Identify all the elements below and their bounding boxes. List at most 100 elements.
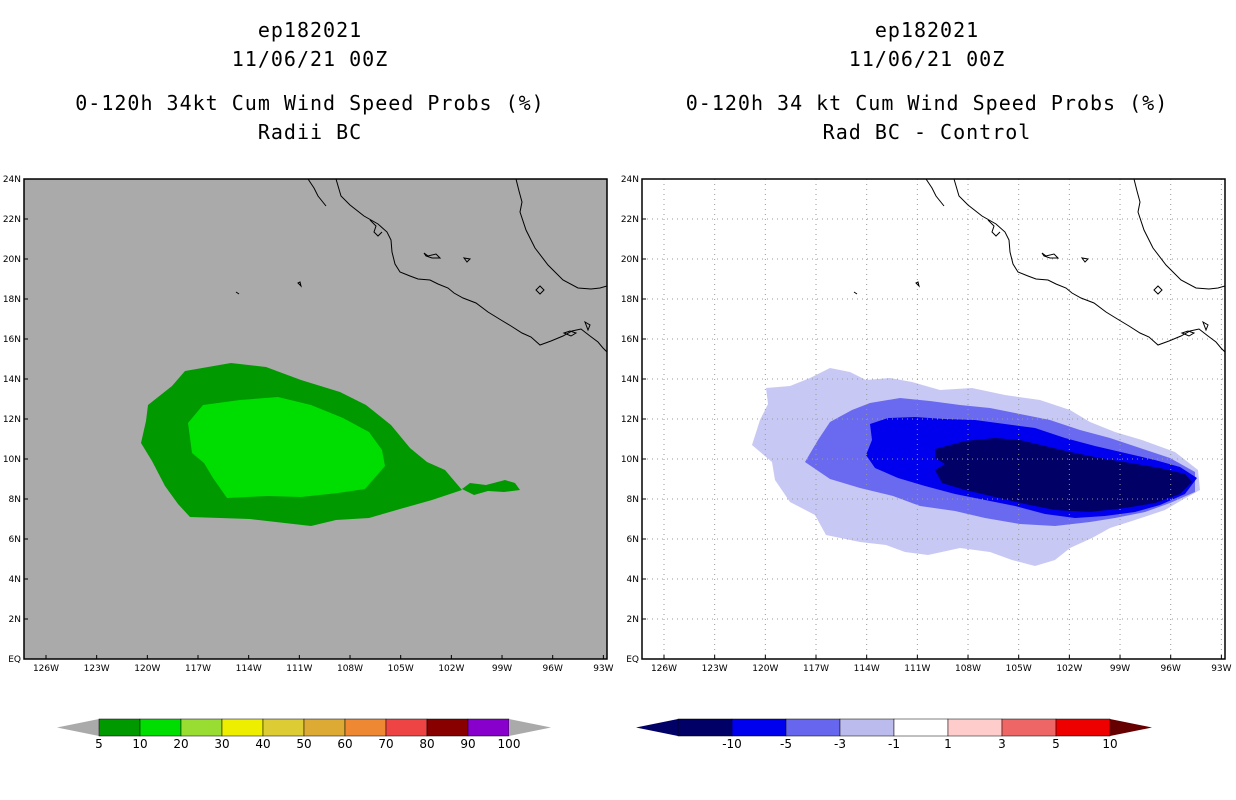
right-colorbar-label: 5 bbox=[1052, 737, 1060, 751]
left-colorbar-segment bbox=[385, 718, 428, 737]
left-colorbar-label: 20 bbox=[173, 737, 188, 751]
left-colorbar-low-extend bbox=[57, 719, 99, 736]
left-lat-tick-label: 12N bbox=[3, 415, 21, 425]
right-colorbar-segment bbox=[947, 718, 1003, 737]
left-lat-tick-label: 8N bbox=[9, 495, 21, 505]
left-contour-tail bbox=[462, 480, 520, 495]
left-colorbar-segment bbox=[426, 718, 469, 737]
left-lon-tick-label: 111W bbox=[286, 664, 312, 674]
right-lat-tick-label: 6N bbox=[627, 535, 639, 545]
left-lon-tick-label: 114W bbox=[236, 664, 262, 674]
right-colorbar-segment bbox=[677, 718, 733, 737]
right-lon-tick-label: 126W bbox=[651, 664, 677, 674]
left-lon-tick-label: 102W bbox=[438, 664, 464, 674]
left-lon-tick-label: 99W bbox=[492, 664, 512, 674]
right-title: 0-120h 34 kt Cum Wind Speed Probs (%) bbox=[685, 91, 1169, 115]
right-lat-tick-label: 2N bbox=[627, 615, 639, 625]
right-colorbar-label: -3 bbox=[834, 737, 846, 751]
right-lat-tick-label: 22N bbox=[621, 215, 639, 225]
left-lon-tick-label: 123W bbox=[84, 664, 110, 674]
left-lon-tick-label: 117W bbox=[185, 664, 211, 674]
left-lat-tick-label: 14N bbox=[3, 375, 21, 385]
right-colorbar-segment bbox=[731, 718, 787, 737]
left-lon-tick-label: 93W bbox=[593, 664, 613, 674]
left-colorbar-label: 30 bbox=[214, 737, 229, 751]
right-lat-tick-label: 20N bbox=[621, 255, 639, 265]
left-lat-tick-label: 10N bbox=[3, 455, 21, 465]
left-colorbar-label: 60 bbox=[337, 737, 352, 751]
right-colorbar-label: 1 bbox=[944, 737, 952, 751]
left-lat-tick-label: 20N bbox=[3, 255, 21, 265]
left-subtitle: Radii BC bbox=[257, 120, 363, 144]
right-lon-tick-label: 99W bbox=[1110, 664, 1130, 674]
left-lat-tick-label: 2N bbox=[9, 615, 21, 625]
right-lat-tick-label: 16N bbox=[621, 335, 639, 345]
left-lat-tick-label: 22N bbox=[3, 215, 21, 225]
left-colorbar-segment bbox=[262, 718, 305, 737]
left-lon-tick-label: 96W bbox=[543, 664, 563, 674]
left-lat-ticks: 24N 22N 20N 18N 16N 14N 12N 10N 8N 6N 4N 2N EQ bbox=[3, 175, 28, 665]
right-lat-tick-label: 4N bbox=[627, 575, 639, 585]
right-lon-tick-label: 111W bbox=[904, 664, 930, 674]
left-lon-tick-label: 108W bbox=[337, 664, 363, 674]
left-colorbar: 5 10 20 30 40 50 60 70 80 90 100 bbox=[57, 718, 551, 751]
right-colorbar-label: -1 bbox=[888, 737, 900, 751]
right-lat-tick-label: 24N bbox=[621, 175, 639, 185]
right-colorbar-label: 10 bbox=[1102, 737, 1117, 751]
left-colorbar-segment bbox=[467, 718, 510, 737]
right-lat-tick-label: EQ bbox=[626, 655, 639, 665]
left-lat-tick-label: 16N bbox=[3, 335, 21, 345]
left-colorbar-segment bbox=[221, 718, 264, 737]
right-subtitle: Rad BC - Control bbox=[822, 120, 1032, 144]
left-date: 11/06/21 00Z bbox=[231, 47, 389, 71]
left-lat-tick-label: 6N bbox=[9, 535, 21, 545]
right-lat-tick-label: 14N bbox=[621, 375, 639, 385]
right-lat-tick-label: 18N bbox=[621, 295, 639, 305]
left-title: 0-120h 34kt Cum Wind Speed Probs (%) bbox=[75, 91, 545, 115]
left-colorbar-segment bbox=[139, 718, 182, 737]
left-lon-tick-label: 126W bbox=[33, 664, 59, 674]
right-colorbar-segment bbox=[1055, 718, 1111, 737]
left-colorbar-label: 90 bbox=[460, 737, 475, 751]
right-coastline bbox=[853, 179, 1225, 353]
left-colorbar-segment bbox=[98, 718, 141, 737]
right-lon-tick-label: 96W bbox=[1161, 664, 1181, 674]
right-lon-tick-label: 108W bbox=[955, 664, 981, 674]
right-colorbar-segment bbox=[893, 718, 949, 737]
left-lat-tick-label: EQ bbox=[8, 655, 21, 665]
left-lon-tick-label: 120W bbox=[134, 664, 160, 674]
left-lat-tick-label: 18N bbox=[3, 295, 21, 305]
left-lon-tick-label: 105W bbox=[388, 664, 414, 674]
left-colorbar-label: 40 bbox=[255, 737, 270, 751]
right-lon-tick-label: 117W bbox=[803, 664, 829, 674]
right-lon-tick-label: 105W bbox=[1006, 664, 1032, 674]
left-colorbar-label: 50 bbox=[296, 737, 311, 751]
left-lat-tick-label: 24N bbox=[3, 175, 21, 185]
left-colorbar-label: 100 bbox=[498, 737, 521, 751]
right-colorbar-segment bbox=[785, 718, 841, 737]
right-colorbar-segment bbox=[1001, 718, 1057, 737]
right-lat-tick-label: 10N bbox=[621, 455, 639, 465]
left-colorbar-label: 5 bbox=[95, 737, 103, 751]
right-lon-ticks: 126W 123W 120W 117W 114W 111W 108W 105W 102W 99W 9… bbox=[651, 655, 1232, 674]
right-lon-tick-label: 102W bbox=[1056, 664, 1082, 674]
right-lon-tick-label: 114W bbox=[854, 664, 880, 674]
left-colorbar-label: 70 bbox=[378, 737, 393, 751]
right-colorbar-label: -5 bbox=[780, 737, 792, 751]
left-colorbar-segment bbox=[344, 718, 387, 737]
left-coastline bbox=[235, 179, 607, 353]
right-date: 11/06/21 00Z bbox=[848, 47, 1006, 71]
right-contour-below-minus10 bbox=[935, 438, 1192, 512]
left-colorbar-segment bbox=[303, 718, 346, 737]
left-colorbar-segment bbox=[180, 718, 223, 737]
right-lat-ticks: 24N 22N 20N 18N 16N 14N 12N 10N 8N 6N 4N 2N EQ bbox=[621, 175, 646, 665]
left-colorbar-label: 80 bbox=[419, 737, 434, 751]
right-storm-id: ep182021 bbox=[874, 18, 980, 42]
left-lon-ticks: 126W 123W 120W 117W 114W 111W 108W 105W 102W 99W 9… bbox=[33, 655, 614, 674]
left-colorbar-high-extend bbox=[509, 719, 551, 736]
right-colorbar: -10 -5 -3 -1 1 3 5 10 bbox=[636, 718, 1152, 751]
right-colorbar-high-extend bbox=[1110, 719, 1152, 736]
